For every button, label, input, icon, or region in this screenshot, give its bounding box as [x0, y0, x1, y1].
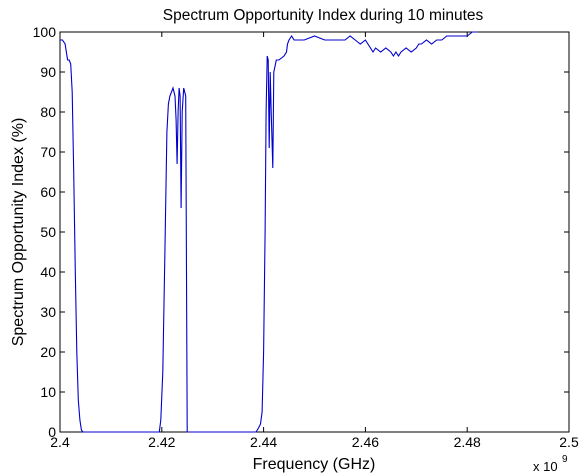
- y-tick-label: 80: [40, 104, 56, 120]
- x-tick-label: 2.5: [559, 434, 579, 450]
- y-tick-label: 70: [40, 144, 56, 160]
- y-tick-label: 20: [40, 344, 56, 360]
- x-exponent-base: x 10: [533, 459, 558, 474]
- y-tick-label: 50: [40, 224, 56, 240]
- x-exponent-power: 9: [562, 454, 568, 465]
- y-axis: 0 10 20 30 40 50 60 70 80 90 100: [33, 24, 569, 440]
- y-tick-label: 60: [40, 184, 56, 200]
- y-axis-label: Spectrum Opportunity Index (%): [10, 118, 27, 347]
- plot-area: [59, 31, 570, 433]
- x-axis: 2.4 2.42 2.44 2.46 2.48 2.5: [50, 32, 579, 450]
- y-tick-label: 0: [48, 424, 56, 440]
- x-tick-label: 2.48: [454, 434, 481, 450]
- x-tick-label: 2.42: [148, 434, 175, 450]
- x-tick-label: 2.46: [352, 434, 379, 450]
- x-tick-label: 2.44: [250, 434, 277, 450]
- y-tick-label: 90: [40, 64, 56, 80]
- chart-title: Spectrum Opportunity Index during 10 min…: [163, 7, 484, 24]
- y-tick-label: 100: [33, 24, 57, 40]
- y-tick-label: 30: [40, 304, 56, 320]
- y-tick-label: 40: [40, 264, 56, 280]
- x-tick-label: 2.4: [50, 434, 70, 450]
- series-line: [60, 31, 478, 433]
- x-axis-label: Frequency (GHz): [253, 456, 376, 473]
- y-tick-label: 10: [40, 384, 56, 400]
